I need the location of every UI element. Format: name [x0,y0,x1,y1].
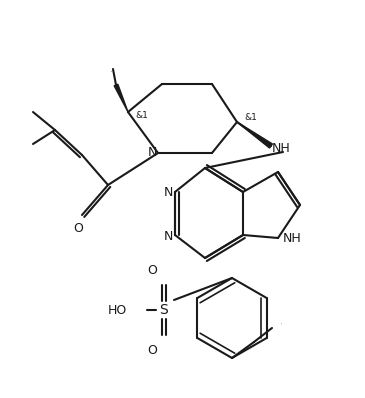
Polygon shape [237,122,272,148]
Polygon shape [114,84,128,112]
Text: N: N [163,185,173,199]
Text: N: N [147,146,157,160]
Text: &1: &1 [245,113,257,123]
Text: HO: HO [108,304,127,316]
Text: O: O [73,222,83,234]
Text: NH: NH [272,142,291,154]
Text: O: O [147,343,157,357]
Text: CH₃: CH₃ [111,70,113,72]
Text: O: O [147,263,157,277]
Text: S: S [160,303,168,317]
Text: N: N [163,230,173,244]
Text: &1: &1 [135,111,149,121]
Text: NH: NH [283,232,301,244]
